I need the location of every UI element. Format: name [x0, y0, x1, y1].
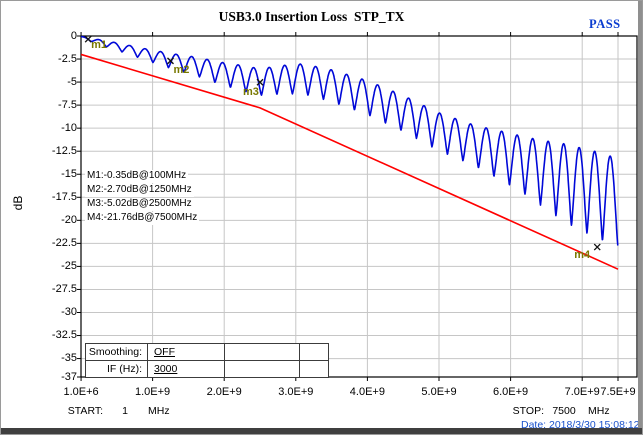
y-tick-label: -22.5 [51, 236, 77, 249]
smoothing-value-field[interactable]: OFF [147, 343, 225, 361]
stop-value[interactable]: 7500 [552, 405, 576, 417]
marker-readout: M3:-5.02dB@2500MHz [85, 198, 194, 211]
insertion-loss-trace [80, 35, 619, 246]
marker-label-m4: m4 [574, 249, 591, 262]
marker-label-m3: m3 [243, 86, 259, 99]
stop-label: STOP: [512, 405, 544, 417]
stop-unit: MHz [588, 405, 610, 417]
marker-label-m1: m1 [91, 39, 108, 52]
plot-border [80, 35, 638, 378]
y-tick-label: -37 [61, 370, 77, 383]
y-tick-label: -12.5 [51, 144, 77, 157]
if-bandwidth-row: IF (Hz): 3000 [85, 360, 329, 378]
start-unit: MHz [148, 405, 170, 417]
marker-label-m2: m2 [173, 63, 190, 76]
y-tick-label: 0 [70, 29, 77, 42]
y-axis-title: dB [11, 195, 25, 211]
empty-cell [224, 360, 300, 378]
x-tick-label: 1.0E+6 [63, 386, 99, 398]
y-tick-label: -15 [61, 167, 77, 180]
y-tick-label: -2.5 [58, 52, 77, 65]
window-edge-bottom [1, 428, 642, 434]
x-tick-label: 6.0E+9 [493, 386, 529, 398]
y-tick-label: -25 [61, 259, 77, 272]
y-tick-label: -35 [61, 352, 77, 365]
x-tick-label: 5.0E+9 [421, 386, 457, 398]
status-badge: PASS [589, 17, 621, 31]
window-edge-right [638, 1, 642, 434]
sweep-range-row: START: 1 MHz STOP: 7500 MHz [1, 405, 642, 418]
marker-cross-m2 [167, 57, 174, 65]
start-label: START: [67, 405, 103, 417]
y-tick-label: -17.5 [51, 190, 77, 203]
y-tick-label: -10 [61, 121, 77, 134]
empty-cell [224, 343, 300, 361]
marker-cross-m1 [84, 35, 92, 43]
y-tick-label: -7.5 [58, 98, 77, 111]
x-tick-label: 4.0E+9 [349, 386, 385, 398]
x-tick-label: 1.0E+9 [135, 386, 171, 398]
if-hz-value-field[interactable]: 3000 [147, 360, 225, 378]
marker-cross-m4 [593, 243, 601, 251]
marker-readout: M4:-21.76dB@7500MHz [85, 212, 200, 225]
y-tick-label: -20 [61, 213, 77, 226]
empty-cell [299, 360, 329, 378]
page-title: USB3.0 Insertion Loss STP_TX [218, 9, 405, 24]
marker-cross-m3 [256, 78, 264, 86]
x-tick-label: 2.0E+9 [206, 386, 242, 398]
smoothing-label: Smoothing: [85, 343, 148, 361]
start-value[interactable]: 1 [122, 405, 128, 417]
y-tick-label: -5 [67, 75, 77, 88]
settings-table: Smoothing: OFF IF (Hz): 3000 [85, 343, 329, 378]
y-tick-label: -30 [61, 305, 77, 318]
smoothing-row: Smoothing: OFF [85, 343, 329, 361]
y-tick-label: -32.5 [51, 329, 77, 342]
empty-cell [299, 343, 329, 361]
x-tick-label: 7.0E+9 [564, 386, 600, 398]
if-hz-label: IF (Hz): [85, 360, 148, 378]
marker-readout: M1:-0.35dB@100MHz [85, 170, 189, 183]
y-tick-label: -27.5 [51, 282, 77, 295]
x-tick-label: 3.0E+9 [278, 386, 314, 398]
marker-readout: M2:-2.70dB@1250MHz [85, 184, 194, 197]
x-tick-label: 7.5E+9 [600, 386, 636, 398]
limit-line [80, 53, 619, 270]
